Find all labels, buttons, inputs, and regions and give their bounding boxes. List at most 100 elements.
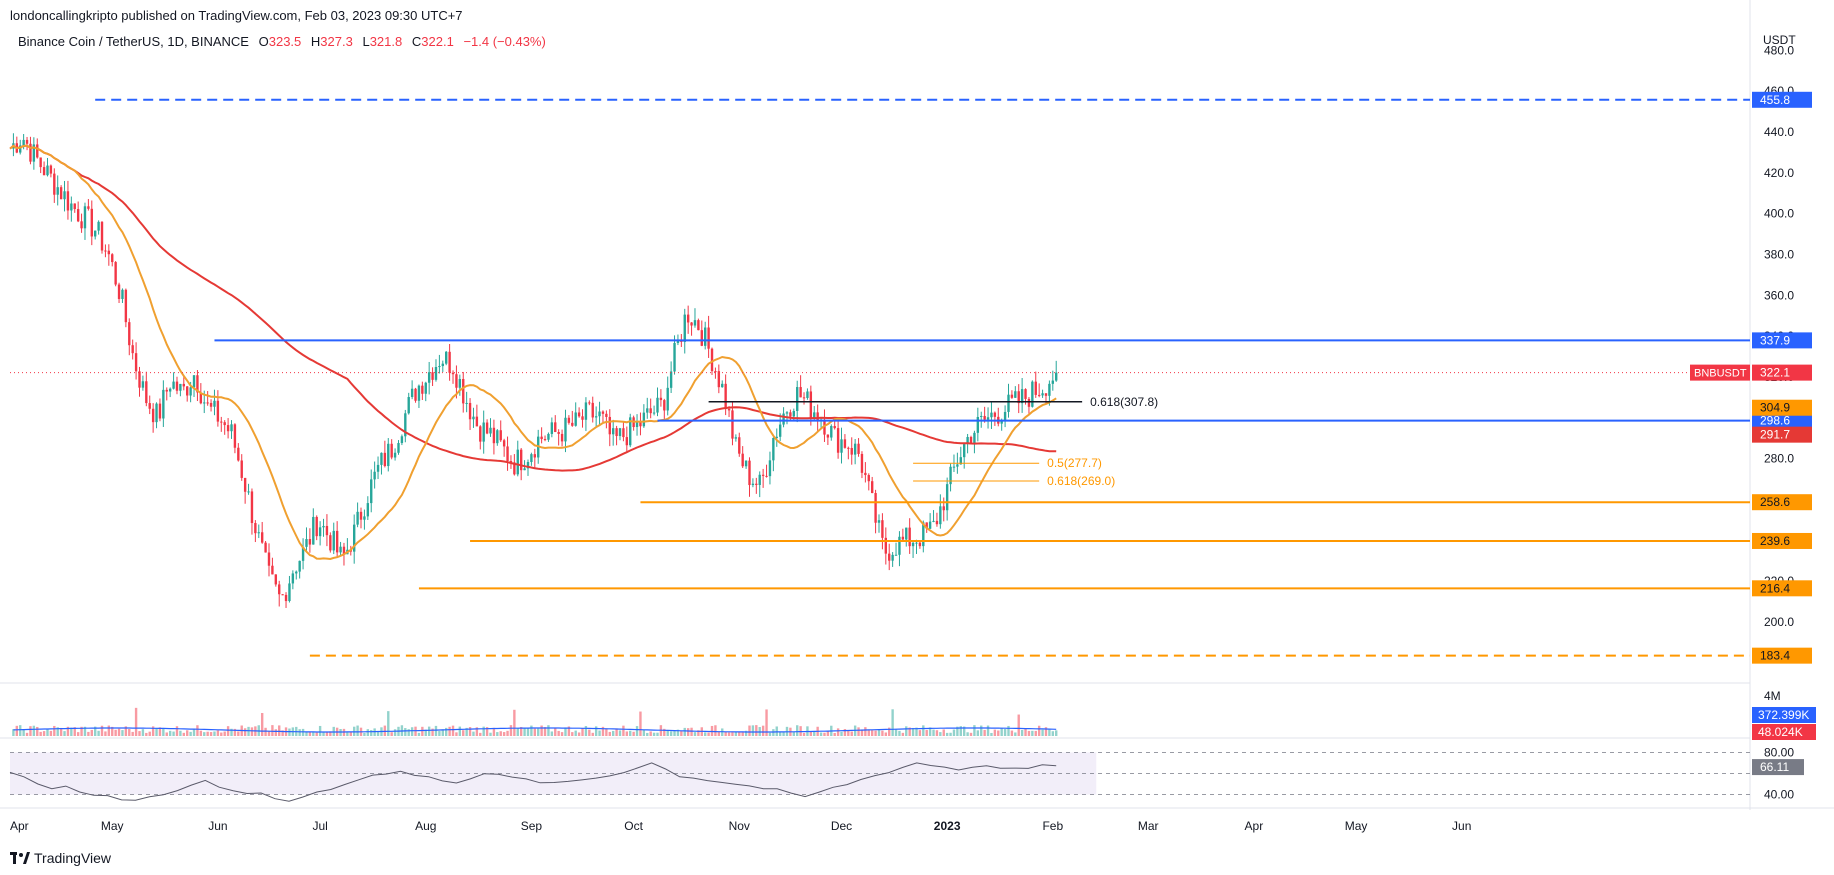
volume-bar <box>1010 730 1014 736</box>
level-tag-bg <box>1752 332 1812 349</box>
candle-body <box>976 416 980 433</box>
time-axis[interactable]: Apr May Jun Jul Aug Sep Oct Nov Dec 2023 Feb Mar Apr… <box>10 819 1471 833</box>
ma-value-tag: 291.7 <box>1760 428 1790 442</box>
volume-bar <box>925 730 928 736</box>
volume-bar <box>850 731 853 736</box>
candle-body <box>492 427 496 444</box>
volume-bar <box>870 730 874 736</box>
candle-body <box>925 522 928 529</box>
ma-value-tag: 304.9 <box>1760 401 1790 415</box>
candle-body <box>434 367 438 380</box>
ma-long-line <box>9 144 1057 472</box>
fib-label: 0.618(269.0) <box>1047 474 1115 488</box>
volume-bar <box>404 728 407 736</box>
candle-body <box>342 546 346 555</box>
volume-bar <box>387 711 390 736</box>
volume-bar <box>547 725 550 736</box>
candle-body <box>710 348 714 372</box>
rsi-value-tag: 66.11 <box>1760 760 1789 774</box>
volume-bar <box>945 732 949 736</box>
candle-body <box>659 397 663 401</box>
candle-body <box>755 483 758 486</box>
candle-body <box>571 422 574 426</box>
price-axis[interactable]: 200.0220.0240.0260.0280.0300.0320.0340.0… <box>1690 43 1816 802</box>
volume-bar <box>1034 730 1037 736</box>
volume-bar <box>325 732 329 736</box>
candle-body <box>963 444 966 458</box>
volume-pane <box>12 707 1058 736</box>
candle-body <box>969 436 973 444</box>
candle-body <box>441 363 444 367</box>
candle-body <box>59 187 63 200</box>
candle-body <box>421 385 424 394</box>
candle-body <box>1000 420 1003 424</box>
volume-bar <box>990 732 993 736</box>
candlestick-series <box>12 133 1058 608</box>
candle-body <box>223 422 226 426</box>
price-tick-label: 440.0 <box>1764 125 1794 139</box>
level-tag-bg <box>1752 91 1812 108</box>
candle-body <box>339 546 342 553</box>
candle-body <box>939 506 942 525</box>
symbol-title[interactable]: Binance Coin / TetherUS, 1D, BINANCE <box>18 34 249 49</box>
volume-bar <box>216 730 220 736</box>
candle-body <box>704 327 707 346</box>
time-tick-label: May <box>1345 819 1368 833</box>
volume-bar <box>847 730 850 736</box>
time-tick-label: May <box>101 819 124 833</box>
volume-bar <box>424 729 427 736</box>
candle-body <box>608 416 611 435</box>
candle-body <box>646 408 649 413</box>
candle-body <box>785 412 789 414</box>
volume-bar <box>66 726 70 736</box>
volume-bar <box>714 725 717 736</box>
candle-body <box>928 521 932 529</box>
volume-bar <box>629 730 632 736</box>
volume-bar <box>680 730 683 736</box>
volume-bar <box>615 728 618 736</box>
volume-bar <box>792 732 795 736</box>
volume-bar <box>1000 727 1003 736</box>
candle-body <box>618 428 622 437</box>
candle-body <box>809 391 813 418</box>
price-chart[interactable]: 0.618(307.8) 0.5(277.7) 0.618(269.0) 200.0… <box>0 0 1834 845</box>
volume-bar <box>836 728 840 736</box>
candle-body <box>778 424 782 437</box>
candle-body <box>393 452 397 458</box>
volume-bar <box>322 731 325 736</box>
candle-body <box>635 421 639 428</box>
volume-bar <box>618 730 622 736</box>
candle-body <box>966 436 969 445</box>
volume-bar <box>584 726 588 736</box>
volume-bar <box>247 726 250 736</box>
candle-body <box>530 454 533 463</box>
volume-bar <box>952 729 956 736</box>
volume-bar <box>441 729 444 736</box>
volume-bar <box>577 732 581 736</box>
volume-bar <box>625 731 629 736</box>
rsi-line <box>9 762 1057 802</box>
footer-brand[interactable]: TradingView <box>10 850 111 866</box>
volume-bar <box>29 726 32 736</box>
candle-body <box>693 320 697 326</box>
rsi-lower-label: 40.00 <box>1764 788 1794 802</box>
candle-body <box>574 412 577 426</box>
candle-body <box>400 436 404 444</box>
candle-body <box>676 339 680 343</box>
candle-body <box>1020 389 1024 404</box>
candle-body <box>567 417 571 423</box>
candle-body <box>448 351 451 373</box>
candle-body <box>516 449 519 475</box>
candle-body <box>669 371 673 388</box>
candle-body <box>100 221 104 251</box>
candle-body <box>240 460 243 478</box>
candle-body <box>727 409 731 411</box>
volume-bar <box>172 731 175 736</box>
candle-body <box>475 416 479 427</box>
volume-bar <box>356 725 359 736</box>
volume-bar <box>669 731 673 736</box>
candle-body <box>642 412 646 427</box>
volume-bar <box>1027 730 1031 736</box>
volume-bar <box>465 727 468 736</box>
volume-bar <box>966 732 969 736</box>
